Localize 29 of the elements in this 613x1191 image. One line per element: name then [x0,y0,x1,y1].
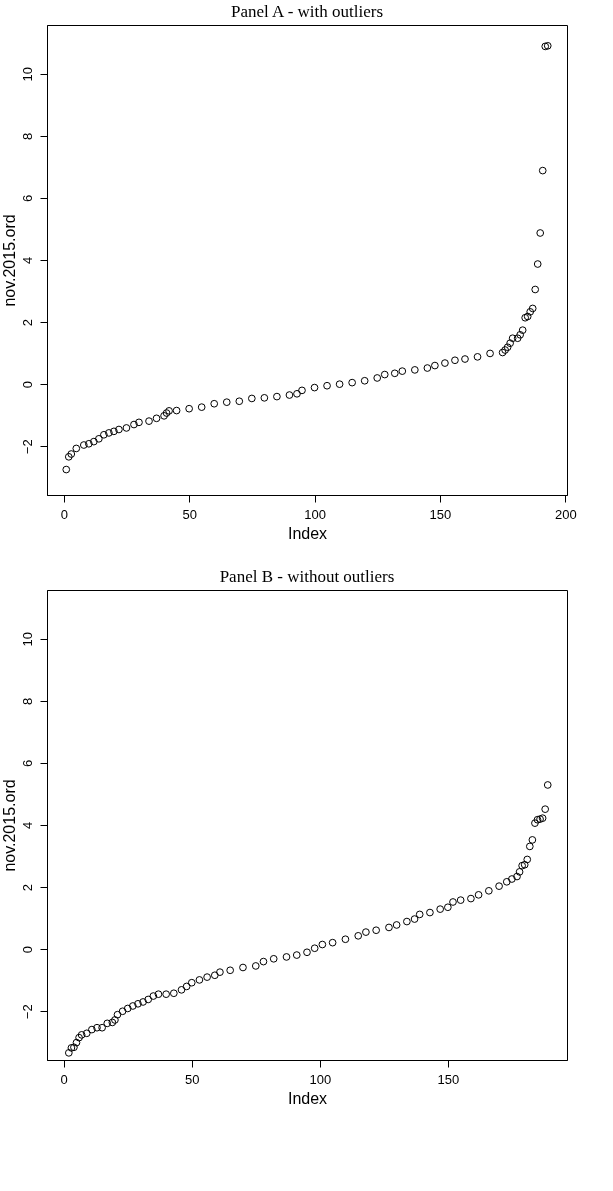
x-tick-label: 200 [554,506,577,522]
y-tick-label: 2 [19,318,35,327]
y-tick-label: −2 [19,439,35,455]
y-tick-label: 8 [19,132,35,140]
x-tick-label: 150 [437,1071,460,1087]
y-tick-label: 10 [19,632,35,647]
x-tick-label: 50 [185,1071,200,1087]
y-tick-label: 6 [19,194,35,203]
x-tick-label: 50 [182,506,197,522]
x-tick-label: 150 [429,506,452,522]
y-tick-label: 4 [19,256,35,265]
y-tick-label: −2 [19,1004,35,1020]
y-tick-label: 8 [19,697,35,705]
x-tick-label: 0 [60,1071,68,1087]
chart-title: Panel A - with outliers [230,2,384,21]
y-tick-label: 6 [19,759,35,768]
y-axis-title: nov.2015.ord [0,214,18,307]
y-tick-label: 0 [19,381,35,389]
y-tick-label: 4 [19,821,35,830]
y-axis-title: nov.2015.ord [0,779,18,872]
y-tick-label: 0 [19,946,35,954]
x-axis-title: Index [287,524,328,542]
chart-title: Panel B - without outliers [219,567,395,586]
y-tick-label: 2 [19,883,35,892]
x-axis-title: Index [287,1089,328,1107]
x-tick-label: 100 [309,1071,332,1087]
x-tick-label: 100 [304,506,326,522]
y-tick-label: 10 [19,67,35,82]
x-tick-label: 0 [60,506,68,522]
